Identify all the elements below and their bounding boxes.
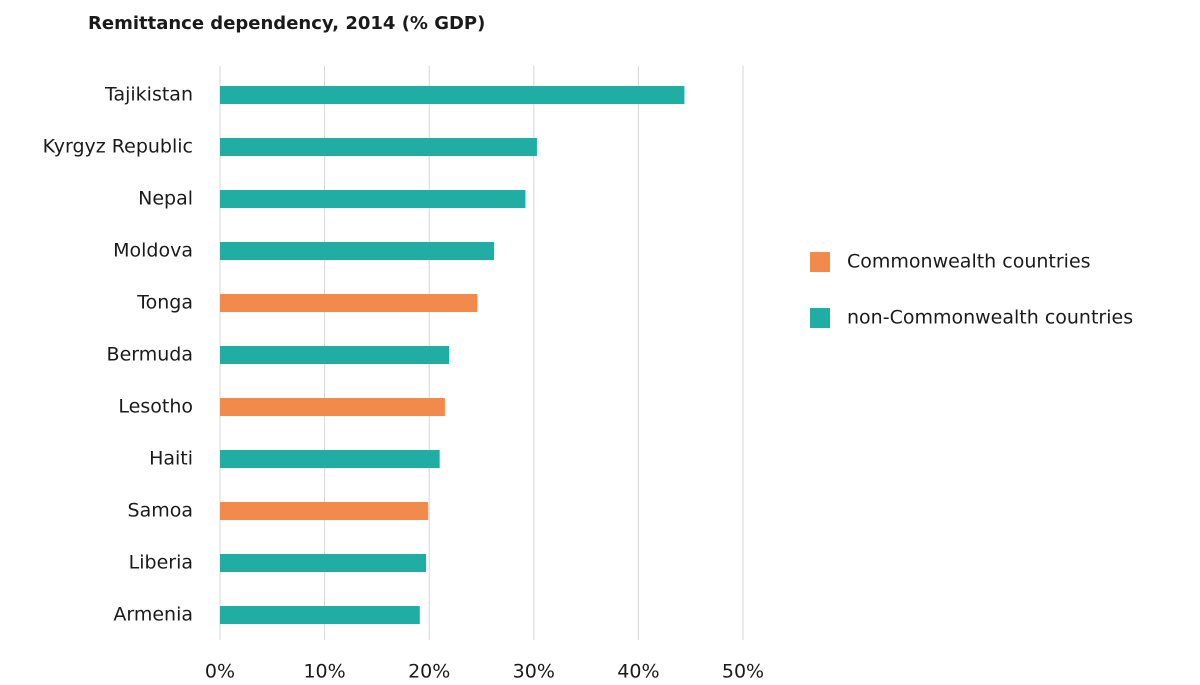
bar	[220, 346, 450, 364]
x-tick-label: 30%	[513, 661, 555, 683]
legend-swatch	[810, 308, 830, 328]
bar	[220, 138, 537, 156]
x-tick-label: 50%	[722, 661, 764, 683]
bar	[220, 554, 427, 572]
x-tick-label: 20%	[408, 661, 450, 683]
legend-label: Commonwealth countries	[847, 251, 1091, 273]
y-tick-label: Lesotho	[118, 396, 193, 418]
bar	[220, 606, 420, 624]
y-tick-label: Haiti	[149, 448, 193, 470]
x-tick-label: 10%	[303, 661, 345, 683]
x-tick-label: 0%	[205, 661, 235, 683]
bar	[220, 450, 440, 468]
y-tick-label: Nepal	[138, 188, 193, 210]
bar	[220, 398, 445, 416]
y-tick-label: Kyrgyz Republic	[43, 136, 193, 158]
bar	[220, 502, 429, 520]
y-tick-label: Liberia	[129, 552, 193, 574]
bar	[220, 242, 495, 260]
bar	[220, 86, 685, 104]
y-tick-label: Armenia	[113, 604, 193, 626]
legend-label: non-Commonwealth countries	[847, 307, 1133, 329]
legend-swatch	[810, 252, 830, 272]
x-tick-label: 40%	[617, 661, 659, 683]
y-tick-label: Tonga	[136, 292, 193, 314]
y-tick-label: Tajikistan	[104, 84, 193, 106]
y-tick-label: Moldova	[113, 240, 193, 262]
bar	[220, 294, 478, 312]
bar	[220, 190, 526, 208]
y-tick-label: Bermuda	[107, 344, 193, 366]
chart-title: Remittance dependency, 2014 (% GDP)	[88, 13, 485, 34]
y-tick-label: Samoa	[128, 500, 193, 522]
